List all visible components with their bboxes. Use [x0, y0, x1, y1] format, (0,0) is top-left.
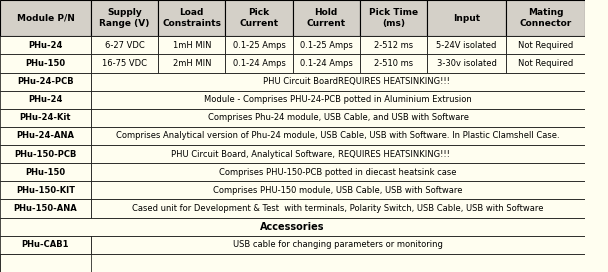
Text: PHu-24: PHu-24 — [29, 95, 63, 104]
Text: 0.1-25 Amps: 0.1-25 Amps — [232, 41, 285, 50]
Text: Comprises PHU-150 module, USB Cable, USB with Software: Comprises PHU-150 module, USB Cable, USB… — [213, 186, 463, 195]
Text: Pick
Current: Pick Current — [240, 8, 278, 28]
FancyBboxPatch shape — [226, 36, 292, 54]
Text: Not Required: Not Required — [518, 41, 573, 50]
Text: Module P/N: Module P/N — [16, 14, 74, 23]
FancyBboxPatch shape — [427, 36, 506, 54]
Text: PHu-150: PHu-150 — [26, 168, 66, 177]
Text: 5-24V isolated: 5-24V isolated — [437, 41, 497, 50]
FancyBboxPatch shape — [0, 236, 91, 254]
Text: 0.1-25 Amps: 0.1-25 Amps — [300, 41, 353, 50]
Text: Module - Comprises PHU-24-PCB potted in Aluminium Extrusion: Module - Comprises PHU-24-PCB potted in … — [204, 95, 472, 104]
FancyBboxPatch shape — [158, 0, 226, 36]
Text: Hold
Current: Hold Current — [306, 8, 346, 28]
FancyBboxPatch shape — [91, 54, 158, 73]
Text: 0.1-24 Amps: 0.1-24 Amps — [300, 59, 353, 68]
Text: PHU Circuit Board, Analytical Software,: PHU Circuit Board, Analytical Software, — [171, 150, 338, 159]
Text: 16-75 VDC: 16-75 VDC — [102, 59, 147, 68]
FancyBboxPatch shape — [0, 73, 91, 91]
Text: Accessories: Accessories — [260, 222, 325, 232]
Text: Pick Time
(ms): Pick Time (ms) — [369, 8, 418, 28]
FancyBboxPatch shape — [91, 145, 585, 163]
FancyBboxPatch shape — [91, 199, 585, 218]
FancyBboxPatch shape — [158, 54, 226, 73]
FancyBboxPatch shape — [427, 0, 506, 36]
Text: Cased unit for Development & Test  with terminals, Polarity Switch, USB Cable, U: Cased unit for Development & Test with t… — [133, 204, 544, 213]
FancyBboxPatch shape — [0, 181, 91, 199]
Text: 2-510 ms: 2-510 ms — [374, 59, 413, 68]
Text: 2mH MIN: 2mH MIN — [173, 59, 211, 68]
FancyBboxPatch shape — [292, 54, 360, 73]
Text: PHu-24-PCB: PHu-24-PCB — [17, 77, 74, 86]
FancyBboxPatch shape — [0, 54, 91, 73]
Text: Not Required: Not Required — [518, 59, 573, 68]
FancyBboxPatch shape — [0, 199, 91, 218]
FancyBboxPatch shape — [360, 36, 427, 54]
FancyBboxPatch shape — [91, 127, 585, 145]
FancyBboxPatch shape — [91, 91, 585, 109]
Text: PHu-150-PCB: PHu-150-PCB — [14, 150, 77, 159]
Text: Comprises Phu-24 module, USB Cable, and USB with Software: Comprises Phu-24 module, USB Cable, and … — [207, 113, 469, 122]
FancyBboxPatch shape — [360, 0, 427, 36]
FancyBboxPatch shape — [0, 254, 585, 272]
Text: 3-30v isolated: 3-30v isolated — [437, 59, 497, 68]
FancyBboxPatch shape — [506, 36, 585, 54]
FancyBboxPatch shape — [506, 0, 585, 36]
Text: USB cable for changing parameters or monitoring: USB cable for changing parameters or mon… — [233, 240, 443, 249]
Text: REQUIRES HEATSINKING!!!: REQUIRES HEATSINKING!!! — [338, 150, 450, 159]
Text: PHu-150-ANA: PHu-150-ANA — [13, 204, 77, 213]
FancyBboxPatch shape — [91, 0, 158, 36]
FancyBboxPatch shape — [0, 91, 91, 109]
Text: PHU Circuit Board: PHU Circuit Board — [263, 77, 338, 86]
FancyBboxPatch shape — [427, 54, 506, 73]
Text: PHu-24-Kit: PHu-24-Kit — [19, 113, 71, 122]
Text: PHu-150: PHu-150 — [26, 59, 66, 68]
Text: Load
Constraints: Load Constraints — [162, 8, 221, 28]
FancyBboxPatch shape — [158, 36, 226, 54]
FancyBboxPatch shape — [0, 36, 91, 54]
FancyBboxPatch shape — [91, 236, 585, 254]
FancyBboxPatch shape — [91, 36, 158, 54]
FancyBboxPatch shape — [0, 127, 91, 145]
Text: 1mH MIN: 1mH MIN — [173, 41, 211, 50]
FancyBboxPatch shape — [360, 54, 427, 73]
Text: Supply
Range (V): Supply Range (V) — [99, 8, 150, 28]
Text: Comprises PHU-150-PCB potted in diecast heatsink case: Comprises PHU-150-PCB potted in diecast … — [219, 168, 457, 177]
Text: PHu-24-ANA: PHu-24-ANA — [16, 131, 74, 141]
FancyBboxPatch shape — [226, 54, 292, 73]
FancyBboxPatch shape — [91, 181, 585, 199]
FancyBboxPatch shape — [226, 0, 292, 36]
FancyBboxPatch shape — [506, 54, 585, 73]
FancyBboxPatch shape — [292, 36, 360, 54]
FancyBboxPatch shape — [91, 73, 585, 91]
FancyBboxPatch shape — [91, 109, 585, 127]
FancyBboxPatch shape — [0, 218, 585, 236]
Text: PHu-24: PHu-24 — [29, 41, 63, 50]
FancyBboxPatch shape — [292, 0, 360, 36]
Text: PHu-CAB1: PHu-CAB1 — [22, 240, 69, 249]
FancyBboxPatch shape — [0, 0, 91, 36]
FancyBboxPatch shape — [0, 109, 91, 127]
FancyBboxPatch shape — [0, 254, 91, 272]
Text: 0.1-24 Amps: 0.1-24 Amps — [232, 59, 285, 68]
FancyBboxPatch shape — [0, 163, 91, 181]
Text: REQUIRES HEATSINKING!!!: REQUIRES HEATSINKING!!! — [338, 77, 450, 86]
Text: Mating
Connector: Mating Connector — [519, 8, 572, 28]
Text: PHu-150-KIT: PHu-150-KIT — [16, 186, 75, 195]
Text: 6-27 VDC: 6-27 VDC — [105, 41, 145, 50]
FancyBboxPatch shape — [91, 163, 585, 181]
Text: 2-512 ms: 2-512 ms — [374, 41, 413, 50]
Text: Input: Input — [453, 14, 480, 23]
FancyBboxPatch shape — [0, 145, 91, 163]
Text: Comprises Analytical version of Phu-24 module, USB Cable, USB with Software. In : Comprises Analytical version of Phu-24 m… — [116, 131, 560, 141]
